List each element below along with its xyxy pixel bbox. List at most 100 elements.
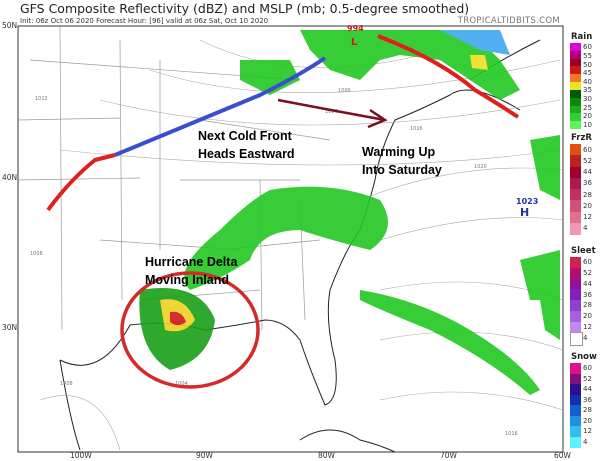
lat-label: 40N — [2, 173, 18, 182]
legend-swatch — [570, 321, 581, 333]
legend-tick-label: 4 — [583, 437, 588, 446]
movement-arrow — [277, 98, 388, 129]
legend-swatch — [570, 363, 581, 374]
legend-tick-label: 60 — [583, 364, 592, 373]
legend-tick-label: 12 — [583, 213, 592, 222]
precipitation — [139, 30, 560, 395]
legend-swatch — [570, 155, 581, 167]
low-pressure-value: 994 — [347, 24, 364, 33]
cold-front — [114, 56, 327, 157]
warming-label: Into Saturday — [362, 163, 442, 177]
legend-tick-label: 12 — [583, 322, 592, 331]
legend-swatch — [570, 426, 581, 437]
legend-swatch — [570, 97, 581, 107]
legend-swatch — [570, 113, 581, 122]
legend-swatch — [570, 405, 581, 416]
hurricane-label: Moving Inland — [145, 273, 229, 287]
map-frame — [17, 25, 564, 453]
legend-swatch — [570, 211, 581, 224]
legend-swatch — [570, 50, 581, 60]
isobar-label: 1020 — [474, 164, 487, 170]
legend-tick-label: 36 — [583, 179, 592, 188]
legend-title-frzr: FrzR — [571, 133, 592, 143]
legend-tick-label: 55 — [583, 51, 592, 60]
legend-tick-label: 50 — [583, 60, 592, 69]
warming-label: Warming Up — [362, 145, 436, 159]
legend-title-snow: Snow — [571, 352, 597, 362]
legend-swatch — [570, 300, 581, 312]
legend-swatch — [570, 332, 583, 346]
legend-tick-label: 52 — [583, 374, 592, 383]
legend-swatch — [570, 189, 581, 201]
high-pressure-value: 1023 — [516, 197, 538, 206]
legend-swatch — [570, 415, 581, 427]
legend-swatch — [570, 200, 581, 212]
legend-swatch — [570, 144, 581, 156]
legend-title-sleet: Sleet — [571, 246, 596, 256]
legend-swatch — [570, 43, 581, 52]
legend-swatch — [570, 278, 581, 290]
legend-title-rain: Rain — [571, 32, 593, 42]
legend-tick-label: 28 — [583, 190, 592, 199]
legend-swatch — [570, 222, 581, 235]
warm-front-east — [377, 34, 520, 119]
legend-swatch — [570, 289, 581, 301]
lon-label: 80W — [318, 451, 335, 460]
legend-swatch — [570, 58, 581, 67]
legend-swatch — [570, 394, 581, 406]
lon-label: 70W — [440, 451, 457, 460]
brand-watermark: TROPICALTIDBITS.COM — [457, 16, 560, 26]
map-subtitle: Init: 06z Oct 06 2020 Forecast Hour: [96… — [20, 17, 269, 25]
legend-tick-label: 35 — [583, 86, 592, 95]
lon-label: 100W — [70, 451, 92, 460]
legend-swatch — [570, 66, 581, 75]
isobar-labels: 1000 1004 1008 1012 1016 1020 1008 1004 … — [30, 88, 518, 437]
hurricane-circle — [120, 271, 260, 389]
legend-tick-label: 30 — [583, 94, 592, 103]
legend-tick-label: 52 — [583, 269, 592, 278]
cold-front-label: Next Cold Front — [198, 129, 293, 143]
legend-tick-label: 12 — [583, 427, 592, 436]
legend-tick-label: 20 — [583, 416, 592, 425]
isobar-label: 1016 — [410, 126, 423, 132]
lon-label: 90W — [196, 451, 213, 460]
legend-tick-label: 28 — [583, 406, 592, 415]
isobar-label: 1012 — [35, 96, 48, 102]
legend-tick-label: 60 — [583, 43, 592, 52]
low-pressure-symbol: L — [351, 37, 358, 48]
legend-tick-label: 10 — [583, 120, 592, 129]
legend-swatch — [570, 121, 581, 130]
legend-tick-label: 52 — [583, 156, 592, 165]
legend-swatch — [570, 105, 581, 114]
isobar-label: 1004 — [325, 109, 338, 115]
legend-tick-label: 44 — [583, 168, 592, 177]
legend-swatch — [570, 436, 581, 448]
high-pressure-symbol: H — [520, 206, 529, 219]
legend-tick-label: 20 — [583, 201, 592, 210]
legend-swatch — [570, 310, 581, 322]
cold-front-label: Heads Eastward — [198, 147, 295, 161]
lon-label: 60W — [554, 451, 571, 460]
legend-tick-label: 44 — [583, 279, 592, 288]
legend-swatch — [570, 257, 581, 269]
legend-tick-label: 40 — [583, 77, 592, 86]
legend-swatch — [570, 74, 581, 83]
isobar-label: 1000 — [338, 88, 351, 94]
legend-tick-label: 60 — [583, 145, 592, 154]
isobar-label: 1004 — [175, 381, 188, 387]
legend-swatch — [570, 267, 581, 279]
legend-tick-label: 45 — [583, 69, 592, 78]
isobar-label: 1008 — [60, 381, 73, 387]
isobar-label: 1008 — [30, 251, 43, 257]
legend-tick-label: 60 — [583, 258, 592, 267]
lat-label: 30N — [2, 323, 18, 332]
legend-swatch — [570, 177, 581, 190]
legend-tick-label: 4 — [583, 333, 588, 342]
map-title: GFS Composite Reflectivity (dBZ) and MSL… — [20, 1, 470, 16]
legend-tick-label: 36 — [583, 395, 592, 404]
warm-front-west — [46, 153, 116, 212]
legend-swatch — [570, 384, 581, 395]
legend-swatch — [570, 166, 581, 179]
legend-tick-label: 44 — [583, 385, 592, 394]
